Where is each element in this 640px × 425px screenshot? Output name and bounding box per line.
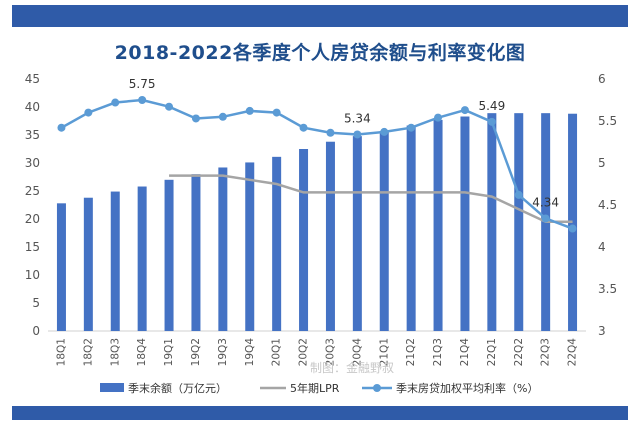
bar [164,179,174,331]
y-right-tick: 6 [598,72,606,86]
data-labels: 5.75 5.34 5.49 4.34 [129,77,559,209]
rate-point [460,106,469,115]
rate-series [57,96,577,233]
bar [406,125,416,331]
legend-bar-swatch [100,383,124,392]
y-left-tick: 35 [25,128,40,142]
rate-point [191,114,200,123]
data-label: 5.34 [344,111,371,125]
y-right-tick: 3 [598,324,606,338]
x-tick-label: 18Q2 [82,338,94,366]
bar [218,167,228,331]
y-left-tick: 20 [25,212,40,226]
bar [299,149,309,331]
y-right-tick: 4 [598,240,606,254]
y-left-tick: 15 [25,240,40,254]
data-label: 4.34 [532,195,559,209]
rate-point [57,123,66,132]
y-left-tick: 40 [25,100,40,114]
x-tick-label: 18Q3 [109,338,121,366]
bar [245,162,255,331]
bar [433,119,443,331]
top-banner [12,5,628,27]
bar-series [56,113,578,332]
y-left-tick: 10 [25,268,40,282]
x-tick-label: 20Q3 [324,338,336,366]
bar [352,136,362,331]
rate-point [165,102,174,111]
bar [137,186,147,331]
chart-title: 2018-2022各季度个人房贷余额与利率变化图 [114,42,526,64]
legend-label: 5年期LPR [290,381,340,395]
x-tick-label: 21Q2 [405,338,417,366]
lpr-line [169,174,573,224]
y-right-tick: 4.5 [598,198,617,212]
rate-point [407,123,416,132]
y-left-tick: 25 [25,184,40,198]
x-tick-label: 22Q2 [513,338,525,366]
watermark: 制图：金融野叔 [310,360,394,375]
rate-point [514,190,523,199]
x-tick-label: 21Q4 [459,338,471,367]
rate-point [568,224,577,233]
rate-point [380,127,389,136]
bar [487,113,497,331]
rate-point [326,128,335,137]
y-right-tick: 5.5 [598,114,617,128]
bar [83,197,93,331]
legend-rate-marker [373,384,381,392]
y-left-tick: 30 [25,156,40,170]
rate-point [218,112,227,121]
rate-point [272,108,281,117]
x-tick-label: 19Q1 [163,338,175,366]
x-tick-label: 22Q1 [486,338,498,366]
bar [110,191,120,331]
rate-point [541,214,550,223]
x-tick-label: 20Q2 [298,338,310,366]
y-left-tick: 45 [25,72,40,86]
bar [325,141,335,331]
lpr-series [169,174,573,224]
x-tick-label: 18Q1 [55,338,67,366]
x-axis-ticks: 18Q1 18Q2 18Q3 18Q4 19Q1 19Q2 19Q3 19Q4 20Q1 20Q2… [55,338,578,367]
y-right-tick: 3.5 [598,282,617,296]
y-axis-left: 0 5 10 15 20 25 30 35 40 45 [25,72,40,338]
x-tick-label: 22Q3 [540,338,552,366]
rate-point [434,113,443,122]
x-tick-label: 22Q4 [567,338,579,367]
rate-point [353,130,362,139]
rate-point [111,98,120,107]
rate-point [84,108,93,117]
x-tick-label: 20Q4 [351,338,363,367]
y-left-tick: 5 [32,296,40,310]
x-tick-label: 19Q2 [190,338,202,366]
x-tick-label: 19Q3 [217,338,229,366]
x-tick-label: 20Q1 [271,338,283,366]
legend-label: 季末余额（万亿元） [128,381,227,395]
x-tick-label: 21Q1 [378,338,390,366]
x-tick-label: 18Q4 [136,338,148,367]
legend: 季末余额（万亿元） 5年期LPR 季末房贷加权平均利率（%） [100,381,538,395]
bar [514,113,524,331]
x-tick-label: 19Q4 [244,338,256,367]
rate-line [60,98,573,230]
data-label: 5.75 [129,77,156,91]
x-tick-label: 21Q3 [432,338,444,366]
y-right-tick: 5 [598,156,606,170]
bar [460,116,470,332]
rate-point [299,123,308,132]
y-left-tick: 0 [32,324,40,338]
bar [56,203,66,331]
legend-label: 季末房贷加权平均利率（%） [396,381,538,395]
y-axis-right: 3 3.5 4 4.5 5 5.5 6 [598,72,617,338]
bottom-banner [12,406,628,420]
rate-point [138,96,147,104]
rate-point [245,106,254,115]
data-label: 5.49 [478,99,505,113]
bar [272,156,282,331]
bar [379,131,389,331]
rate-point [487,117,496,126]
bar [191,174,201,331]
